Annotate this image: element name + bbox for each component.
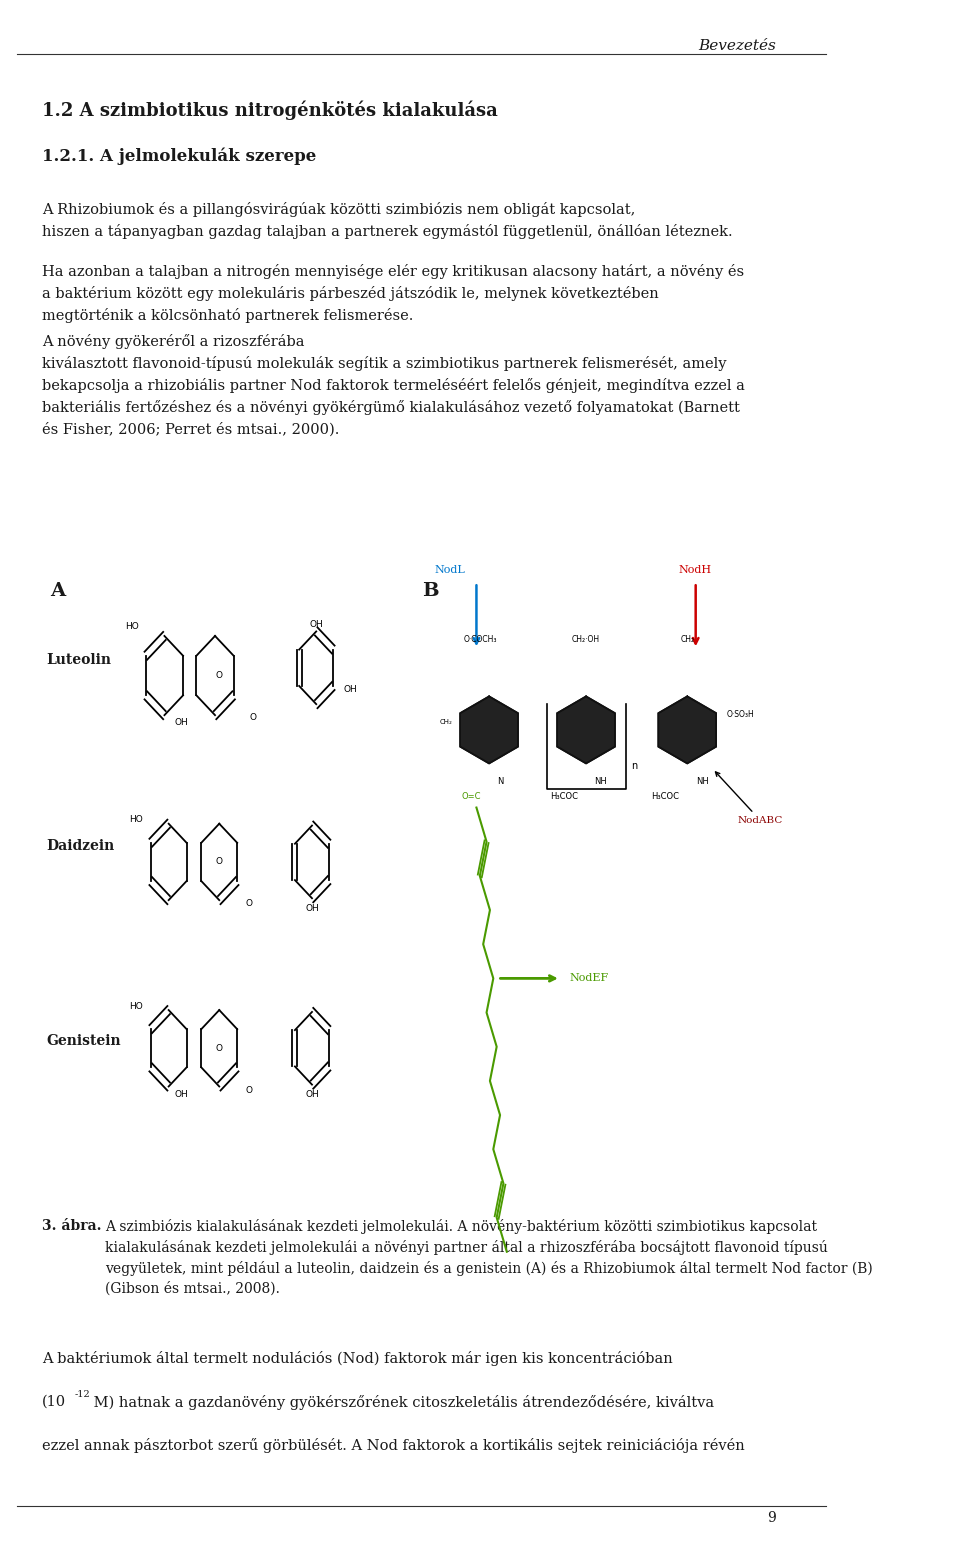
Polygon shape xyxy=(557,696,615,764)
Text: H₃COC: H₃COC xyxy=(651,792,679,801)
Polygon shape xyxy=(460,696,518,764)
Text: CH₂: CH₂ xyxy=(681,635,694,644)
Text: O: O xyxy=(250,713,256,722)
Text: NH: NH xyxy=(594,776,608,786)
Text: OH: OH xyxy=(305,1090,319,1100)
Text: NodEF: NodEF xyxy=(569,974,609,983)
Text: OH: OH xyxy=(305,904,319,913)
Text: NodH: NodH xyxy=(679,565,712,575)
Text: (10: (10 xyxy=(42,1395,66,1409)
Text: A szimbiózis kialakulásának kezdeti jelmolekulái. A növény-baktérium közötti szi: A szimbiózis kialakulásának kezdeti jelm… xyxy=(106,1219,874,1297)
Text: HO: HO xyxy=(130,1002,143,1011)
Text: OH: OH xyxy=(175,1090,188,1100)
Text: O=C: O=C xyxy=(461,792,481,801)
Text: Bevezetés: Bevezetés xyxy=(698,39,776,53)
Text: O: O xyxy=(216,671,223,680)
Text: O: O xyxy=(245,1086,252,1095)
Text: A növény gyökeréről a rizoszférába
kiválasztott flavonoid-típusú molekulák segít: A növény gyökeréről a rizoszférába kivál… xyxy=(42,334,745,436)
Text: H₃COC: H₃COC xyxy=(550,792,578,801)
Text: HO: HO xyxy=(126,623,139,631)
Text: -12: -12 xyxy=(75,1390,91,1399)
Text: 3. ábra.: 3. ábra. xyxy=(42,1219,102,1233)
Text: M) hatnak a gazdanövény gyökérszőrének citoszkeletális átrendeződésére, kiváltva: M) hatnak a gazdanövény gyökérszőrének c… xyxy=(88,1395,713,1410)
Text: 9: 9 xyxy=(767,1511,776,1525)
Text: OH: OH xyxy=(309,620,324,629)
Text: OH: OH xyxy=(175,717,188,727)
Text: Genistein: Genistein xyxy=(46,1033,121,1048)
Polygon shape xyxy=(659,696,716,764)
Text: OH: OH xyxy=(343,685,357,694)
Text: O·COCH₃: O·COCH₃ xyxy=(464,635,497,644)
Text: CH₂: CH₂ xyxy=(440,719,453,725)
Text: ezzel annak pásztorbot szerű görbülését. A Nod faktorok a kortikális sejtek rein: ezzel annak pásztorbot szerű görbülését.… xyxy=(42,1438,745,1454)
Text: A baktériumok által termelt nodulációs (Nod) faktorok már igen kis koncentrációb: A baktériumok által termelt nodulációs (… xyxy=(42,1351,673,1367)
Text: O: O xyxy=(216,857,223,867)
Text: 1.2 A szimbiotikus nitrogénkötés kialakulása: 1.2 A szimbiotikus nitrogénkötés kialaku… xyxy=(42,101,498,121)
Text: O: O xyxy=(245,899,252,909)
Text: A: A xyxy=(51,582,65,601)
Text: Luteolin: Luteolin xyxy=(46,652,111,668)
Text: B: B xyxy=(421,582,439,601)
Text: Ha azonban a talajban a nitrogén mennyisége elér egy kritikusan alacsony határt,: Ha azonban a talajban a nitrogén mennyis… xyxy=(42,264,744,323)
Text: O·SO₃H: O·SO₃H xyxy=(727,710,755,719)
Text: n: n xyxy=(632,761,637,770)
Text: 1.2.1. A jelmolekulák szerepe: 1.2.1. A jelmolekulák szerepe xyxy=(42,148,317,165)
Text: CH₂·OH: CH₂·OH xyxy=(572,635,600,644)
Text: N: N xyxy=(497,776,504,786)
Text: Daidzein: Daidzein xyxy=(46,839,114,854)
Text: NodL: NodL xyxy=(434,565,465,575)
Text: NH: NH xyxy=(696,776,708,786)
Text: A Rhizobiumok és a pillangósvirágúak közötti szimbiózis nem obligát kapcsolat,
h: A Rhizobiumok és a pillangósvirágúak köz… xyxy=(42,202,732,239)
Text: NodABC: NodABC xyxy=(715,772,783,825)
Text: O: O xyxy=(216,1044,223,1053)
Text: HO: HO xyxy=(130,815,143,825)
